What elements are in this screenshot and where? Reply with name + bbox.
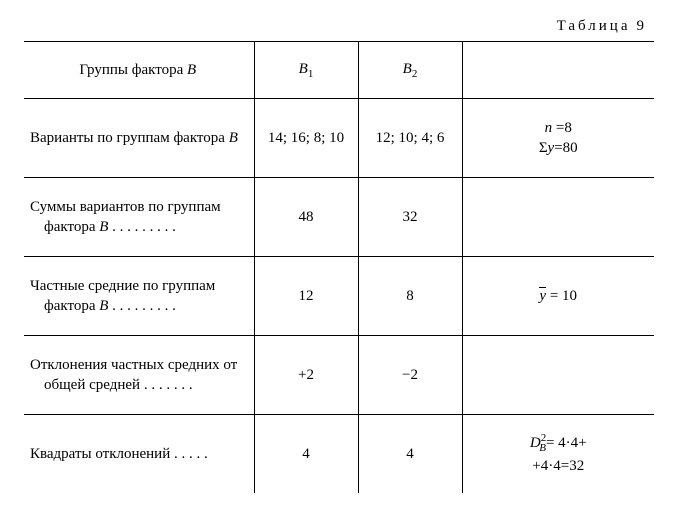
row2-b1: 48 xyxy=(254,178,358,257)
col-header-b1: B1 xyxy=(254,42,358,99)
caption-word: Таблица xyxy=(557,18,631,34)
row4-b2: −2 xyxy=(358,336,462,415)
row4-b1: +2 xyxy=(254,336,358,415)
row3-b1: 12 xyxy=(254,257,358,336)
row2-notes xyxy=(462,178,654,257)
stats-table: Группы фактора B B1 B2 Варианты по групп… xyxy=(24,41,654,493)
row4-label: Отклонения частных средних от общей сред… xyxy=(24,336,254,415)
row1-b2: 12; 10; 4; 6 xyxy=(358,99,462,178)
row2-label: Суммы вариантов по группам фактора B . .… xyxy=(24,178,254,257)
table-caption: Таблица 9 xyxy=(24,18,644,35)
row1-notes: n =8 Σy=80 xyxy=(462,99,654,178)
row5-b2: 4 xyxy=(358,415,462,494)
row4-notes xyxy=(462,336,654,415)
row3-b2: 8 xyxy=(358,257,462,336)
row5-notes: D2B= 4·4+ +4·4=32 xyxy=(462,415,654,494)
col-header-notes xyxy=(462,42,654,99)
row2-b2: 32 xyxy=(358,178,462,257)
row3-label: Частные средние по группам фактора B . .… xyxy=(24,257,254,336)
row3-notes: y = 10 xyxy=(462,257,654,336)
caption-number: 9 xyxy=(637,18,645,34)
col-header-b2: B2 xyxy=(358,42,462,99)
row5-label: Квадраты отклонений . . . . . xyxy=(24,415,254,494)
row5-b1: 4 xyxy=(254,415,358,494)
row1-b1: 14; 16; 8; 10 xyxy=(254,99,358,178)
col-header-groups: Группы фактора B xyxy=(24,42,254,99)
row1-label: Варианты по группам фактора B xyxy=(24,99,254,178)
